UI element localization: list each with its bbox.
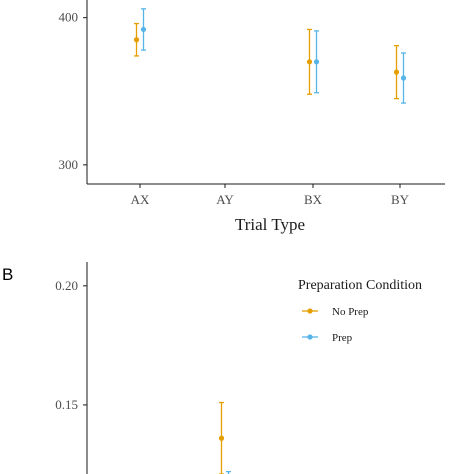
panel-b-point-no_prep [218, 435, 225, 441]
panel-a-y-tick-label: 400 [59, 10, 79, 25]
panel-a-x-tick-label: AY [216, 192, 234, 207]
legend-key-prep-point [307, 334, 313, 340]
legend: Preparation Condition No Prep Prep [298, 278, 422, 344]
panel-a-point-no_prep [133, 37, 140, 43]
panel-b-label: B [2, 265, 13, 284]
panel-a-point-prep [400, 75, 407, 81]
panel-a-point-no_prep [306, 59, 313, 65]
panel-a-point-prep [140, 26, 147, 33]
legend-title: Preparation Condition [298, 278, 422, 293]
legend-label-no-prep: No Prep [332, 306, 369, 318]
legend-label-prep: Prep [332, 332, 353, 344]
panel-b: B 0.15 0.20 Preparation Condition No Prep… [2, 262, 422, 474]
panel-a-x-tick-label: AX [131, 192, 150, 207]
panel-a-x-axis-title: Trial Type [235, 215, 305, 234]
panel-b-y-tick-label: 0.20 [55, 278, 78, 293]
panel-b-y-tick-label: 0.15 [55, 397, 78, 412]
panel-a-point-prep [313, 59, 320, 65]
legend-key-no-prep-point [307, 308, 313, 314]
panel-a-point-no_prep [393, 69, 400, 75]
panel-a-y-tick-label: 300 [59, 157, 79, 172]
panel-a: 300 400 AX AY BX BY Trial Type [59, 0, 445, 234]
panel-a-x-tick-label: BY [391, 192, 410, 207]
panel-a-x-tick-label: BX [304, 192, 323, 207]
